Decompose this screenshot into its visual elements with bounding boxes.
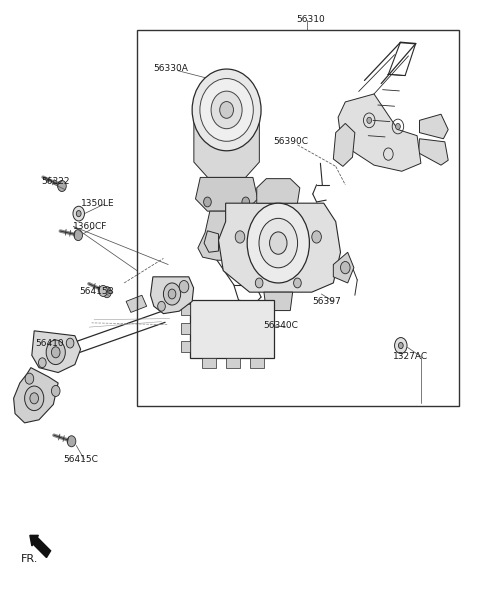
- Polygon shape: [204, 231, 218, 252]
- Circle shape: [51, 386, 60, 397]
- Circle shape: [179, 280, 189, 293]
- Circle shape: [340, 261, 350, 274]
- Polygon shape: [333, 124, 355, 167]
- Polygon shape: [257, 178, 300, 203]
- Polygon shape: [126, 295, 147, 312]
- Bar: [226, 359, 240, 368]
- Circle shape: [242, 197, 250, 207]
- Circle shape: [255, 278, 263, 288]
- Text: 56340C: 56340C: [263, 322, 298, 330]
- Circle shape: [157, 301, 165, 311]
- Text: 56310: 56310: [297, 15, 325, 23]
- Circle shape: [30, 393, 38, 404]
- Polygon shape: [194, 115, 259, 177]
- Circle shape: [74, 229, 83, 240]
- Circle shape: [76, 210, 81, 216]
- Circle shape: [270, 232, 287, 254]
- Ellipse shape: [192, 69, 261, 151]
- Polygon shape: [333, 252, 354, 283]
- Circle shape: [367, 117, 372, 124]
- Circle shape: [235, 231, 245, 243]
- Circle shape: [99, 285, 108, 296]
- Polygon shape: [419, 139, 448, 165]
- Polygon shape: [264, 292, 293, 311]
- Circle shape: [67, 436, 76, 446]
- Circle shape: [168, 289, 176, 299]
- Text: 1327AC: 1327AC: [393, 352, 428, 361]
- Ellipse shape: [220, 101, 233, 118]
- Bar: [181, 304, 190, 315]
- Ellipse shape: [200, 79, 253, 141]
- Text: 56415C: 56415C: [63, 455, 98, 464]
- Circle shape: [25, 373, 34, 384]
- Text: FR.: FR.: [21, 554, 38, 564]
- Circle shape: [38, 358, 46, 368]
- Ellipse shape: [211, 91, 242, 129]
- Bar: [181, 341, 190, 352]
- Text: 56415B: 56415B: [80, 287, 114, 296]
- FancyArrow shape: [30, 536, 50, 558]
- Text: 1360CF: 1360CF: [73, 222, 108, 231]
- Circle shape: [247, 203, 310, 283]
- Circle shape: [312, 231, 322, 243]
- Circle shape: [51, 347, 60, 358]
- Polygon shape: [195, 177, 258, 211]
- Circle shape: [396, 124, 400, 130]
- Text: 56322: 56322: [41, 177, 70, 186]
- Polygon shape: [420, 114, 448, 139]
- Polygon shape: [198, 211, 255, 260]
- Polygon shape: [13, 368, 58, 423]
- Circle shape: [398, 343, 403, 349]
- Circle shape: [163, 283, 180, 305]
- Bar: [190, 300, 274, 359]
- Circle shape: [66, 338, 74, 348]
- Circle shape: [46, 340, 65, 365]
- Circle shape: [73, 206, 84, 221]
- Circle shape: [58, 180, 66, 191]
- Bar: [250, 359, 264, 368]
- Text: 1350LE: 1350LE: [81, 199, 115, 208]
- Text: 56390C: 56390C: [274, 137, 309, 146]
- Bar: [202, 359, 216, 368]
- Bar: [181, 323, 190, 334]
- Polygon shape: [151, 277, 193, 314]
- Circle shape: [103, 287, 111, 298]
- Circle shape: [24, 386, 44, 411]
- Bar: [137, 30, 459, 406]
- Text: 56330A: 56330A: [153, 64, 188, 73]
- Polygon shape: [218, 203, 340, 292]
- Circle shape: [294, 278, 301, 288]
- Polygon shape: [338, 94, 421, 172]
- Circle shape: [204, 197, 211, 207]
- Circle shape: [259, 218, 298, 268]
- Text: 56410: 56410: [36, 339, 64, 347]
- Text: 56397: 56397: [312, 297, 340, 306]
- Circle shape: [395, 338, 407, 354]
- Polygon shape: [32, 331, 81, 373]
